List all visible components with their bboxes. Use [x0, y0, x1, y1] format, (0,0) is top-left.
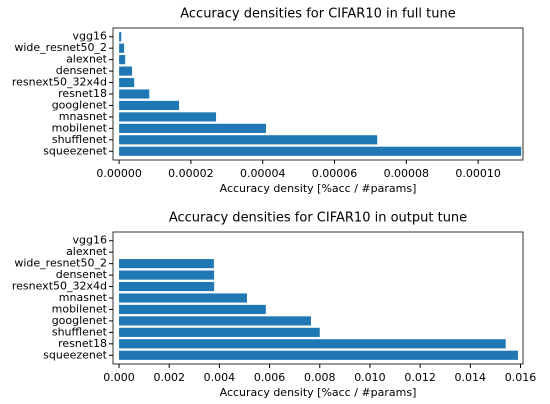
bar	[119, 123, 266, 133]
plot-frame	[112, 231, 524, 365]
bar	[119, 304, 266, 315]
bar	[119, 350, 518, 360]
chart-title: Accuracy densities for CIFAR10 in output…	[169, 211, 467, 226]
bar	[119, 146, 522, 156]
y-tick-label: densenet	[56, 268, 108, 281]
y-tick-label: mobilenet	[52, 302, 108, 315]
bar	[119, 270, 215, 280]
x-tick-label: 0.016	[505, 371, 537, 384]
x-tick-label: 0.008	[304, 371, 336, 384]
x-tick-label: 0.00006	[312, 167, 358, 180]
y-tick-label: mnasnet	[59, 110, 108, 123]
y-tick-label: mobilenet	[52, 121, 108, 134]
y-tick-label: resnext50_32x4d	[12, 76, 107, 89]
x-axis-label: Accuracy density [%acc / #params]	[220, 386, 417, 399]
bar	[119, 281, 215, 292]
bar	[119, 77, 135, 88]
x-axis-label: Accuracy density [%acc / #params]	[220, 182, 417, 195]
y-tick-label: resnext50_32x4d	[12, 280, 107, 293]
y-tick-label: wide_resnet50_2	[14, 257, 107, 270]
bar	[119, 259, 214, 269]
x-tick-label: 0.006	[254, 371, 286, 384]
bar	[119, 327, 320, 337]
x-tick-label: 0.00000	[96, 167, 142, 180]
bar	[119, 339, 506, 349]
y-tick-label: resnet18	[58, 337, 107, 350]
y-tick-label: googlenet	[52, 98, 108, 111]
y-tick-label: squeezenet	[43, 348, 108, 361]
bar	[119, 293, 247, 303]
bar	[119, 32, 122, 42]
x-tick-label: 0.012	[404, 371, 436, 384]
y-tick-label: googlenet	[52, 314, 108, 327]
bar	[119, 135, 378, 145]
y-tick-label: shufflenet	[52, 325, 108, 338]
y-tick-label: vgg16	[73, 234, 107, 247]
bar	[119, 43, 125, 53]
x-tick-label: 0.00010	[455, 167, 501, 180]
y-tick-label: resnet18	[58, 87, 107, 100]
y-tick-label: vgg16	[73, 30, 107, 43]
y-tick-label: densenet	[56, 64, 108, 77]
plot-frame	[112, 27, 524, 161]
y-tick-label: mnasnet	[59, 291, 108, 304]
x-tick-label: 0.002	[153, 371, 185, 384]
x-tick-label: 0.010	[354, 371, 386, 384]
x-tick-label: 0.00008	[384, 167, 430, 180]
x-tick-label: 0.00002	[168, 167, 214, 180]
x-tick-label: 0.014	[455, 371, 487, 384]
bar	[119, 100, 180, 111]
y-tick-label: alexnet	[66, 245, 108, 258]
x-tick-label: 0.004	[204, 371, 236, 384]
bar	[119, 112, 217, 122]
y-tick-label: alexnet	[66, 53, 108, 66]
y-tick-label: shufflenet	[52, 133, 108, 146]
y-tick-label: squeezenet	[43, 144, 108, 157]
y-tick-label: wide_resnet50_2	[14, 41, 107, 54]
bar	[119, 89, 150, 99]
bar	[119, 66, 133, 76]
x-tick-label: 0.00004	[240, 167, 286, 180]
chart-title: Accuracy densities for CIFAR10 in full t…	[180, 7, 456, 22]
bar	[119, 316, 311, 326]
x-tick-label: 0.000	[103, 371, 135, 384]
bar	[119, 55, 126, 65]
